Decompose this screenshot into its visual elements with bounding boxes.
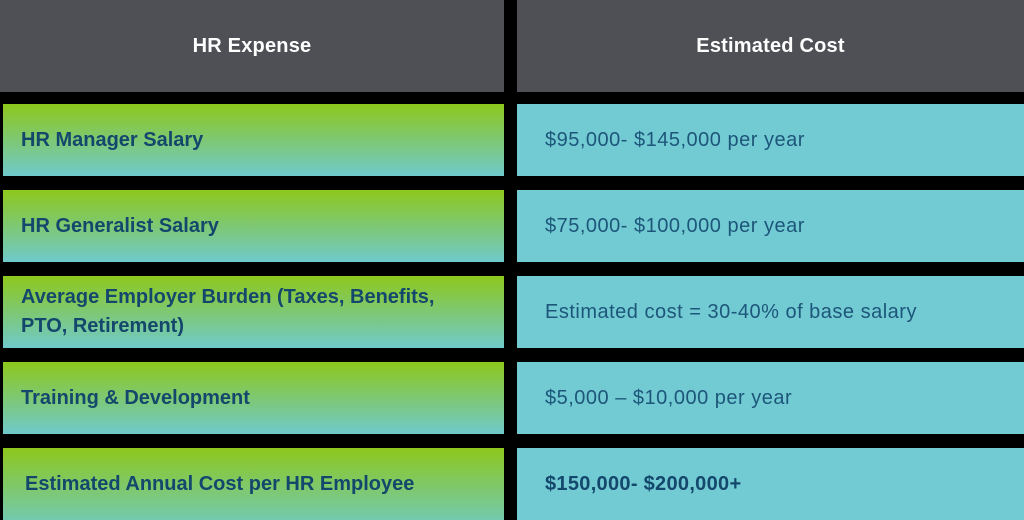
- cost-value: $5,000 – $10,000 per year: [545, 386, 793, 409]
- cost-cell-total: $150,000- $200,000+: [517, 448, 1024, 520]
- cost-cell: $75,000- $100,000 per year: [517, 190, 1024, 262]
- cost-value: Estimated cost = 30-40% of base salary: [545, 300, 917, 323]
- header-cell-expense: HR Expense: [0, 0, 504, 92]
- cost-cell: $5,000 – $10,000 per year: [517, 362, 1024, 434]
- expense-cell: HR Manager Salary: [0, 104, 504, 176]
- cost-cell: $95,000- $145,000 per year: [517, 104, 1024, 176]
- header-cost-label: Estimated Cost: [696, 34, 845, 57]
- table-row: Average Employer Burden (Taxes, Benefits…: [0, 276, 1024, 348]
- expense-label: HR Manager Salary: [21, 128, 204, 151]
- expense-label: Estimated Annual Cost per HR Employee: [25, 472, 415, 495]
- expense-label: Training & Development: [21, 386, 250, 409]
- table-row: Training & Development $5,000 – $10,000 …: [0, 362, 1024, 434]
- expense-label: HR Generalist Salary: [21, 214, 219, 237]
- cost-cell: Estimated cost = 30-40% of base salary: [517, 276, 1024, 348]
- expense-cell: Average Employer Burden (Taxes, Benefits…: [0, 276, 504, 348]
- expense-cell: Training & Development: [0, 362, 504, 434]
- table-row: HR Manager Salary $95,000- $145,000 per …: [0, 104, 1024, 176]
- table-row: HR Generalist Salary $75,000- $100,000 p…: [0, 190, 1024, 262]
- header-expense-label: HR Expense: [192, 34, 312, 57]
- cost-value: $95,000- $145,000 per year: [545, 128, 805, 151]
- cost-value: $150,000- $200,000+: [545, 472, 742, 495]
- expense-label: Average Employer Burden (Taxes, Benefits…: [21, 286, 435, 337]
- table-header-row: HR Expense Estimated Cost: [0, 0, 1024, 92]
- expense-cell: HR Generalist Salary: [0, 190, 504, 262]
- expense-cell: Estimated Annual Cost per HR Employee: [0, 448, 504, 520]
- cost-value: $75,000- $100,000 per year: [545, 214, 805, 237]
- header-cell-cost: Estimated Cost: [517, 0, 1024, 92]
- table-row-total: Estimated Annual Cost per HR Employee $1…: [0, 448, 1024, 520]
